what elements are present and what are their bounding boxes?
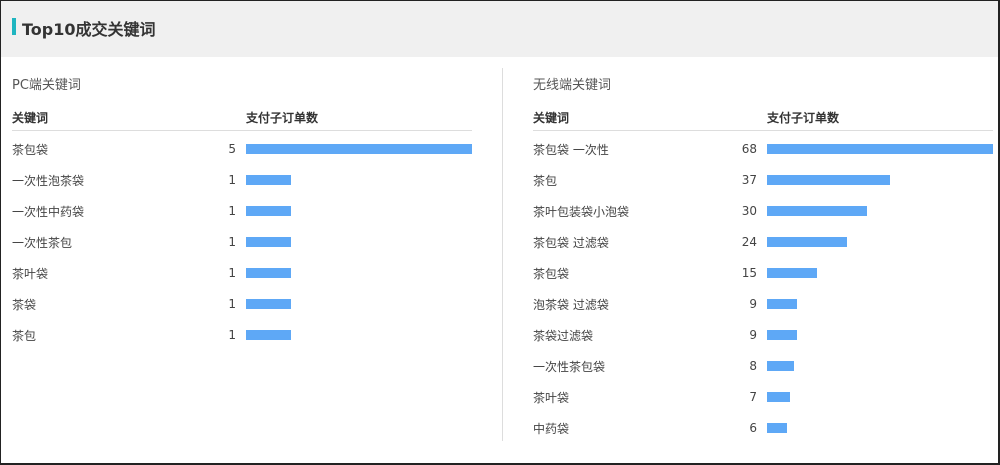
order-count: 1 <box>228 235 236 249</box>
bar <box>246 268 291 278</box>
bar <box>767 299 797 309</box>
keyword: 茶袋 <box>12 298 37 312</box>
table-row: 一次性茶包袋 8 <box>533 355 993 375</box>
bar <box>246 175 291 185</box>
order-count: 8 <box>749 359 757 373</box>
table-row: 茶叶包装袋小泡袋 30 <box>533 200 993 220</box>
order-count: 24 <box>741 235 757 249</box>
order-count: 37 <box>741 173 757 187</box>
keyword: 一次性中药袋 <box>12 205 85 219</box>
bar <box>767 268 817 278</box>
bar <box>767 423 787 433</box>
keyword: 茶包 <box>533 174 558 188</box>
col-header-keyword: 关键词 <box>533 111 570 125</box>
table-row: 茶袋 1 <box>12 293 472 313</box>
order-count: 68 <box>741 142 757 156</box>
bar <box>246 330 291 340</box>
table-row: 茶包 37 <box>533 169 993 189</box>
header-line <box>533 130 993 131</box>
bar <box>767 392 790 402</box>
table-row: 茶包 1 <box>12 324 472 344</box>
table-row: 中药袋 6 <box>533 417 993 437</box>
order-count: 1 <box>228 328 236 342</box>
keyword: 一次性茶包 <box>12 236 73 250</box>
order-count: 30 <box>741 204 757 218</box>
table-row: 一次性泡茶袋 1 <box>12 169 472 189</box>
bar <box>767 361 794 371</box>
bar <box>767 237 847 247</box>
order-count: 1 <box>228 173 236 187</box>
bar <box>767 144 993 154</box>
keyword: 茶包袋 一次性 <box>533 143 609 157</box>
keyword: 茶叶袋 <box>12 267 49 281</box>
header: Top10成交关键词 <box>1 1 998 57</box>
bar <box>246 299 291 309</box>
order-count: 1 <box>228 297 236 311</box>
bar <box>767 175 890 185</box>
bar <box>767 206 867 216</box>
bar <box>767 330 797 340</box>
order-count: 9 <box>749 297 757 311</box>
page-title: Top10成交关键词 <box>22 20 156 39</box>
order-count: 5 <box>228 142 236 156</box>
keyword: 茶包袋 <box>12 143 49 157</box>
bar <box>246 144 472 154</box>
keyword: 一次性泡茶袋 <box>12 174 85 188</box>
keyword: 茶叶包装袋小泡袋 <box>533 205 630 219</box>
col-header-orders: 支付子订单数 <box>246 111 319 125</box>
table-row: 一次性茶包 1 <box>12 231 472 251</box>
keyword: 茶袋过滤袋 <box>533 329 594 343</box>
panel-title: PC端关键词 <box>12 78 81 93</box>
order-count: 1 <box>228 266 236 280</box>
table-row: 茶叶袋 1 <box>12 262 472 282</box>
order-count: 1 <box>228 204 236 218</box>
table-row: 茶包袋 15 <box>533 262 993 282</box>
order-count: 7 <box>749 390 757 404</box>
keyword: 茶包袋 <box>533 267 570 281</box>
keyword: 茶包袋 过滤袋 <box>533 236 609 250</box>
keyword: 一次性茶包袋 <box>533 360 606 374</box>
order-count: 6 <box>749 421 757 435</box>
keyword: 中药袋 <box>533 422 570 436</box>
accent-bar <box>12 18 16 35</box>
col-header-orders: 支付子订单数 <box>767 111 840 125</box>
table-row: 茶袋过滤袋 9 <box>533 324 993 344</box>
col-header-keyword: 关键词 <box>12 111 49 125</box>
keyword: 茶叶袋 <box>533 391 570 405</box>
panel-title: 无线端关键词 <box>533 78 612 93</box>
order-count: 9 <box>749 328 757 342</box>
header-line <box>12 130 472 131</box>
bar <box>246 206 291 216</box>
table-row: 茶包袋 5 <box>12 138 472 158</box>
table-row: 茶包袋 过滤袋 24 <box>533 231 993 251</box>
keyword: 泡茶袋 过滤袋 <box>533 298 609 312</box>
table-row: 茶包袋 一次性 68 <box>533 138 993 158</box>
order-count: 15 <box>741 266 757 280</box>
table-row: 一次性中药袋 1 <box>12 200 472 220</box>
bar <box>246 237 291 247</box>
table-row: 茶叶袋 7 <box>533 386 993 406</box>
divider <box>502 68 503 441</box>
table-row: 泡茶袋 过滤袋 9 <box>533 293 993 313</box>
keyword: 茶包 <box>12 329 37 343</box>
